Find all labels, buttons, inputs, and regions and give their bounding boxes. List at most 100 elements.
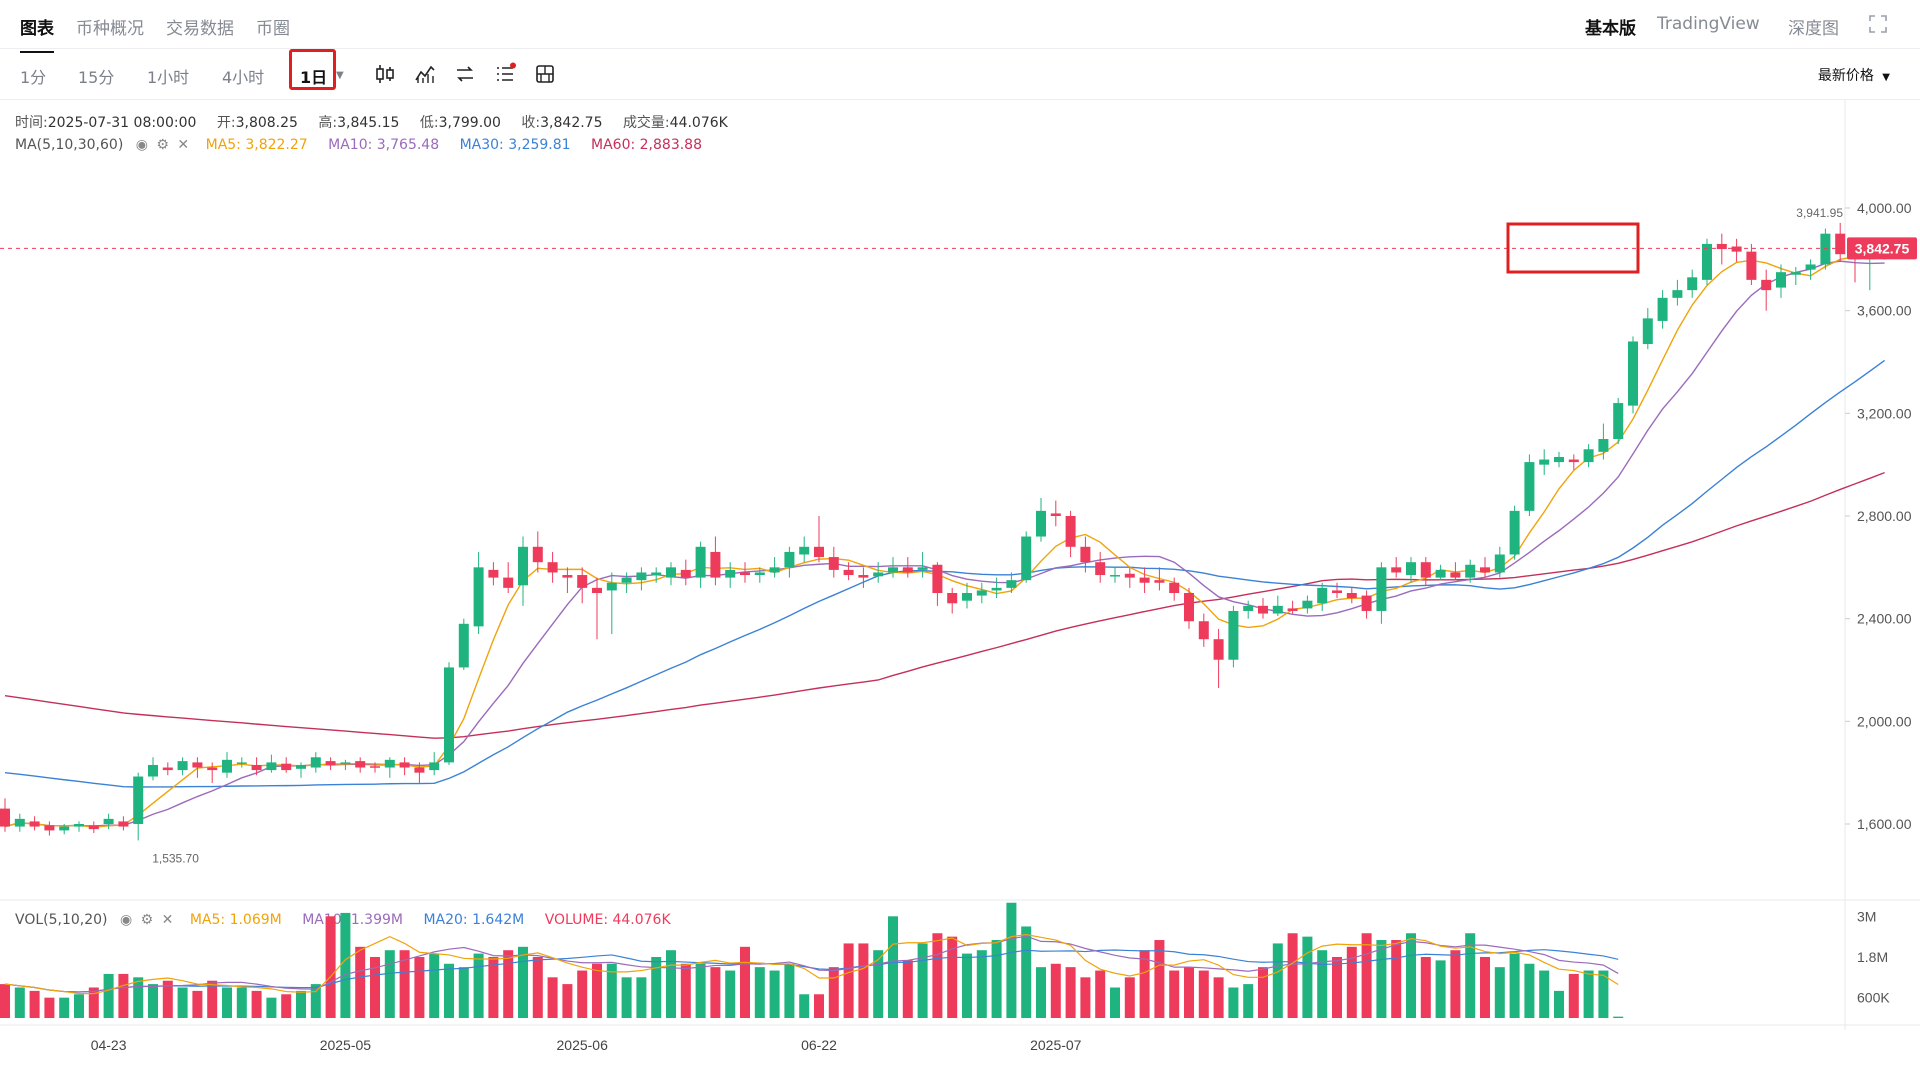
candle-body xyxy=(991,587,1002,591)
close-icon[interactable]: ✕ xyxy=(177,137,190,153)
fullscreen-icon[interactable] xyxy=(1866,12,1890,36)
volume-bar xyxy=(769,970,780,1018)
close-value: 3,842.75 xyxy=(540,115,603,131)
ma30-value: MA30: 3,259.81 xyxy=(459,137,571,153)
volume-bar xyxy=(680,963,691,1018)
ma60-line xyxy=(4,471,1885,739)
candle-body xyxy=(1613,403,1624,439)
candle-body xyxy=(281,763,292,771)
candle-body xyxy=(1509,510,1520,555)
candle-body xyxy=(1761,279,1772,291)
candle-body xyxy=(1672,290,1683,298)
settings-icon[interactable]: ⚙ xyxy=(156,137,169,153)
layout-icon[interactable] xyxy=(533,62,557,86)
candle-body xyxy=(103,818,114,824)
tab-coin-circle[interactable]: 币圈 xyxy=(256,19,290,39)
last-price-label: 3,842.75 xyxy=(1855,240,1910,256)
volume-bar xyxy=(325,916,336,1018)
compare-icon[interactable] xyxy=(453,62,477,86)
volume-bar xyxy=(1154,940,1165,1018)
volume-value: 44.076K xyxy=(669,115,728,131)
tab-trading-data[interactable]: 交易数据 xyxy=(166,19,234,39)
candle-body xyxy=(1169,582,1180,593)
open-value: 3,808.25 xyxy=(235,115,298,131)
price-type-select[interactable]: 最新价格 ▼ xyxy=(1818,65,1890,85)
candle-body xyxy=(1243,605,1254,611)
candle-body xyxy=(1598,439,1609,452)
volume-bar xyxy=(592,963,602,1018)
vol-ma5-value: MA5: 1.069M xyxy=(189,912,282,928)
volume-bar xyxy=(355,946,366,1018)
tab-tradingview[interactable]: TradingView xyxy=(1657,14,1760,34)
vol-eye-icon[interactable]: ◉ xyxy=(119,912,133,928)
candle-body xyxy=(1835,233,1846,255)
candle-body xyxy=(769,567,780,573)
volume-bar xyxy=(148,984,158,1018)
indicator-icon[interactable] xyxy=(413,62,437,86)
candle-body xyxy=(296,764,306,769)
volume-bar xyxy=(162,980,173,1018)
candle-body xyxy=(133,776,144,824)
candle-body xyxy=(976,590,987,596)
volume-bar xyxy=(251,990,262,1018)
candle-body xyxy=(1435,569,1446,578)
settings-list-icon[interactable] xyxy=(493,62,517,86)
candle-body xyxy=(1642,318,1653,345)
volume-bar xyxy=(414,956,425,1018)
candle-body xyxy=(1317,587,1328,604)
volume-bar xyxy=(266,997,277,1018)
candle-type-icon[interactable] xyxy=(373,62,397,86)
candle-body xyxy=(1050,513,1061,516)
interval-15m[interactable]: 15分 xyxy=(78,68,115,87)
candle-body xyxy=(1776,272,1786,288)
candle-body xyxy=(1391,567,1402,573)
volume-bar xyxy=(0,984,10,1018)
interval-4h[interactable]: 4小时 xyxy=(222,68,265,87)
volume-bar xyxy=(962,953,972,1018)
y-tick-label: 2,400.00 xyxy=(1857,611,1912,627)
vol-close-icon[interactable]: ✕ xyxy=(161,912,174,928)
ohlc-info: 时间:2025-07-31 08:00:00 开:3,808.25 高:3,84… xyxy=(15,112,744,132)
price-chart[interactable]: 4,000.00 3,600.00 3,200.00 2,800.00 2,400.00… xyxy=(0,100,1920,1080)
eye-icon[interactable]: ◉ xyxy=(135,137,148,153)
tab-coin-overview[interactable]: 币种概况 xyxy=(76,19,144,39)
candle-body xyxy=(947,593,958,604)
low-label: 低: xyxy=(419,115,439,131)
candle-body xyxy=(917,567,928,570)
volume-bar xyxy=(192,990,203,1018)
interval-dropdown-icon[interactable]: ▼ xyxy=(336,70,344,81)
time-value: 2025-07-31 08:00:00 xyxy=(47,115,197,131)
candle-body xyxy=(858,575,869,578)
volume-bar xyxy=(873,950,884,1018)
volume-legend: VOL(5,10,20) ◉ ⚙ ✕ MA5: 1.069M MA10: 1.3… xyxy=(15,912,687,928)
volume-bar xyxy=(1080,977,1091,1018)
volume-bar xyxy=(518,946,528,1018)
interval-1h[interactable]: 1小时 xyxy=(147,68,190,87)
interval-1d[interactable]: 1日 xyxy=(300,68,328,87)
volume-bar xyxy=(340,912,351,1018)
price-type-label: 最新价格 xyxy=(1817,68,1874,84)
tab-depth[interactable]: 深度图 xyxy=(1788,19,1839,39)
volume-bar xyxy=(296,990,306,1018)
vol-current-value: VOLUME: 44.076K xyxy=(544,912,671,928)
volume-bar xyxy=(236,987,247,1018)
volume-bar xyxy=(59,997,70,1018)
candle-body xyxy=(740,572,750,576)
candle-body xyxy=(606,582,617,591)
open-label: 开: xyxy=(216,115,236,131)
candle-body xyxy=(547,562,558,573)
vol-tick-label: 1.8M xyxy=(1857,949,1888,965)
tab-chart[interactable]: 图表 xyxy=(20,14,54,53)
volume-bar xyxy=(207,980,218,1018)
ma-legend-title: MA(5,10,30,60) xyxy=(15,137,124,153)
candle-body xyxy=(44,825,55,831)
candle-body xyxy=(1406,562,1416,576)
volume-bar xyxy=(281,994,292,1018)
interval-1m[interactable]: 1分 xyxy=(20,68,47,87)
vol-settings-icon[interactable]: ⚙ xyxy=(140,912,154,928)
candle-body xyxy=(1139,577,1150,583)
candle-body xyxy=(902,567,913,573)
candle-body xyxy=(222,759,232,773)
candle-body xyxy=(1716,243,1727,250)
tab-basic[interactable]: 基本版 xyxy=(1585,19,1636,39)
